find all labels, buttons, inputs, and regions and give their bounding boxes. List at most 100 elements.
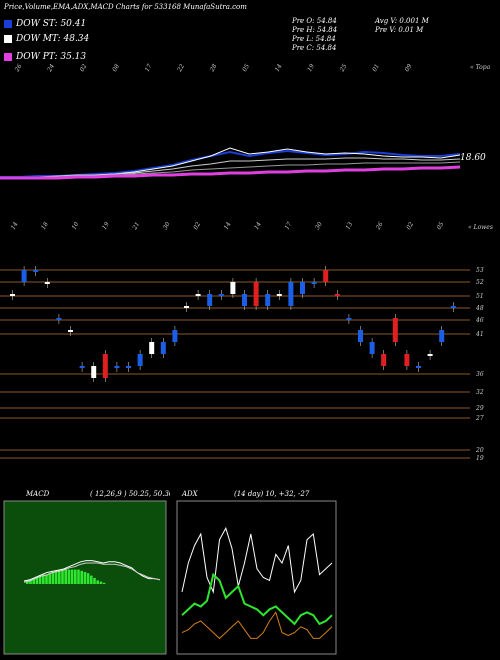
- macd-bar-19: [86, 573, 90, 584]
- price-date-label-11: 13: [344, 221, 354, 231]
- ema-value-label: 18.60: [460, 153, 486, 163]
- price-candle-16: [195, 294, 201, 296]
- macd-values: ( 12,26,9 ) 50.25, 50.36, -0.11: [90, 490, 170, 498]
- macd-bar-22: [96, 580, 99, 584]
- price-date-label-14: 05: [436, 221, 446, 231]
- price-candle-26: [311, 282, 317, 284]
- ema-date-label-12: 09: [404, 63, 414, 73]
- price-candle-33: [392, 318, 398, 342]
- price-date-label-7: 14: [223, 221, 233, 231]
- macd-bar-15: [74, 569, 77, 584]
- macd-series-1: [23, 562, 161, 583]
- price-candle-13: [160, 342, 166, 354]
- macd-bar-20: [90, 575, 93, 584]
- price-candle-25: [300, 282, 305, 294]
- price-candle-0: [10, 294, 15, 296]
- legend-swatch-mt: [4, 35, 12, 43]
- price-date-label-6: 02: [192, 221, 202, 231]
- price-candle-6: [79, 366, 85, 368]
- adx-series-0: [181, 526, 333, 594]
- price-candle-4: [56, 318, 62, 320]
- macd-bar-2: [32, 578, 35, 584]
- ema-date-label-2: 02: [79, 63, 89, 73]
- macd-bar-17: [80, 570, 83, 584]
- ema-date-label-4: 17: [144, 63, 154, 73]
- price-candle-27: [323, 270, 329, 282]
- price-candle-32: [381, 354, 387, 366]
- macd-title: MACD: [25, 490, 50, 498]
- ema-date-label-7: 05: [241, 63, 251, 73]
- price-candle-2: [33, 270, 39, 272]
- price-candle-35: [416, 366, 421, 368]
- price-date-label-9: 17: [284, 221, 294, 231]
- legend-dow-pt: DOW PT: 35.13: [4, 52, 86, 62]
- price-candle-3: [44, 282, 50, 284]
- legend-label-mt: DOW MT: 48.34: [16, 34, 90, 44]
- macd-bar-18: [83, 572, 87, 584]
- adx-values: (14 day) 10, +32, -27: [234, 490, 310, 498]
- ema-series-4: [0, 165, 461, 180]
- ema-date-label-1: 24: [46, 63, 56, 74]
- price-candle-15: [184, 306, 189, 308]
- price-tick-2: 51: [476, 293, 484, 300]
- macd-bar-12: [64, 568, 67, 584]
- price-candle-9: [114, 366, 120, 368]
- legend-swatch-st: [4, 20, 12, 28]
- price-candle-11: [137, 354, 143, 366]
- price-candle-37: [439, 330, 445, 342]
- price-tick-4: 46: [475, 317, 484, 324]
- adx-title: ADX: [181, 490, 199, 498]
- ema-chart: 26 24 02 08 17 22 28 05 14 19 25 01 09 « Topa 18.60: [0, 63, 491, 180]
- price-candle-19: [230, 282, 236, 294]
- price-candle-7: [91, 366, 97, 378]
- ema-date-label-3: 08: [111, 63, 121, 73]
- ema-date-label-6: 28: [208, 63, 218, 74]
- stat-close: Pre C: 54.84: [292, 44, 337, 52]
- price-tick-5: 41: [475, 331, 484, 338]
- price-date-label-4: 21: [131, 221, 141, 232]
- ema-date-label-9: 19: [306, 63, 316, 73]
- adx-chart: ADX (14 day) 10, +32, -27: [176, 490, 337, 655]
- stat-avg-vol: Avg V: 0.001 M: [375, 17, 429, 25]
- ema-date-label-0: 26: [13, 63, 23, 74]
- legend-dow-st: DOW ST: 50.41: [4, 19, 86, 29]
- price-date-label-13: 02: [405, 221, 415, 231]
- macd-bar-6: [45, 574, 48, 584]
- macd-bar-11: [61, 569, 64, 584]
- price-candle-12: [149, 342, 155, 354]
- macd-bar-3: [35, 576, 39, 584]
- stat-low: Pre L: 54.84: [292, 35, 336, 43]
- legend-swatch-pt: [4, 53, 12, 61]
- legend-dow-mt: DOW MT: 48.34: [4, 34, 89, 44]
- ema-series-2: [0, 157, 461, 179]
- macd-bar-23: [99, 581, 103, 584]
- macd-bar-10: [58, 569, 61, 584]
- price-date-label-10: 30: [314, 221, 324, 231]
- macd-bar-24: [102, 582, 106, 584]
- price-candle-10: [126, 366, 131, 368]
- price-date-label-0: 14: [10, 221, 20, 231]
- price-date-label-12: 26: [374, 221, 384, 232]
- price-date-label-1: 18: [40, 221, 50, 231]
- macd-bar-5: [42, 574, 45, 584]
- price-candle-8: [102, 354, 108, 378]
- price-chart: 14 18 10 19 21 30 02 14 14 17 30 13 26 02 05 « Lowes 5…: [0, 221, 493, 462]
- price-candle-30: [358, 330, 363, 342]
- price-tick-6: 36: [476, 371, 484, 378]
- price-candle-34: [404, 354, 410, 366]
- price-candle-20: [242, 294, 247, 306]
- price-candle-36: [427, 354, 433, 356]
- chart-title: Price,Volume,EMA,ADX,MACD Charts for 533…: [4, 3, 247, 11]
- macd-bar-14: [70, 569, 74, 584]
- macd-chart: MACD ( 12,26,9 ) 50.25, 50.36, -0.11: [3, 490, 170, 655]
- price-corner-label: « Lowes: [468, 224, 493, 231]
- price-tick-11: 19: [476, 455, 484, 462]
- price-candle-18: [218, 294, 224, 296]
- stat-open: Pre O: 54.84: [292, 17, 337, 25]
- price-candle-38: [450, 306, 456, 308]
- price-candle-17: [207, 294, 213, 306]
- price-candle-22: [265, 294, 271, 306]
- adx-series-1: [181, 572, 333, 626]
- price-candle-5: [68, 330, 73, 332]
- stat-high: Pre H: 54.84: [292, 26, 338, 34]
